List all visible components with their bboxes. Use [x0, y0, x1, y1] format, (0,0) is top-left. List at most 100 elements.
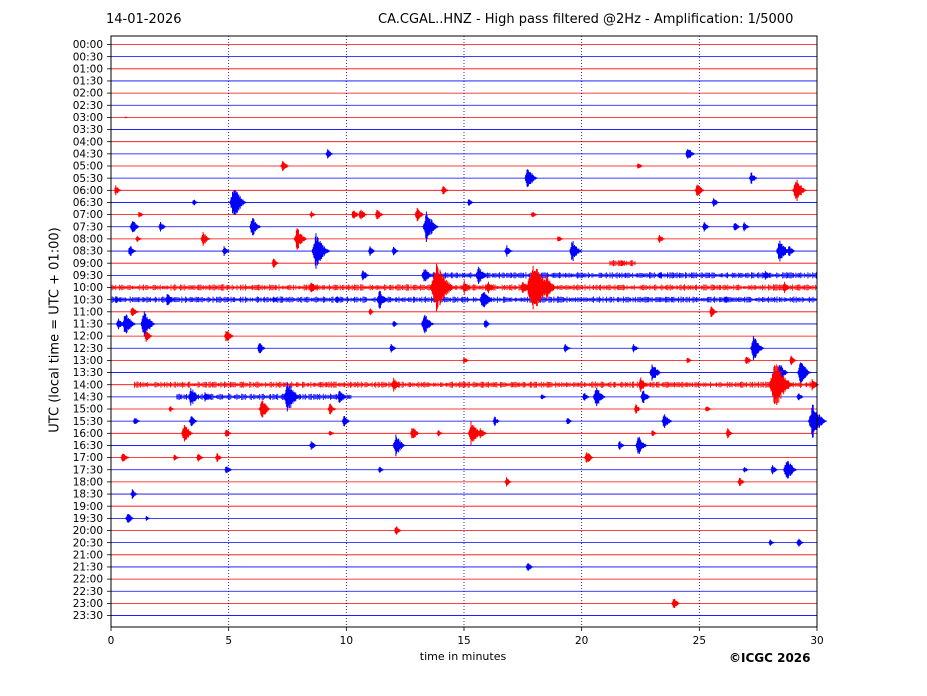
seismic-event: [631, 344, 641, 353]
seismic-event: [620, 260, 627, 266]
y-tick-label: 10:00: [73, 282, 103, 294]
seismic-event: [140, 311, 157, 337]
seismic-event: [308, 282, 319, 293]
seismic-event: [686, 357, 693, 363]
seismic-event: [391, 246, 401, 256]
seismic-event: [191, 199, 200, 206]
seismic-event: [796, 538, 806, 547]
seismic-event: [584, 452, 595, 463]
seismic-event: [711, 198, 721, 207]
seismic-event: [540, 394, 548, 400]
seismic-event: [181, 425, 194, 442]
seismic-event: [504, 477, 513, 487]
seismic-event: [360, 270, 371, 281]
seismic-event: [224, 331, 235, 342]
y-tick-label: 09:00: [73, 258, 103, 270]
seismic-event: [293, 228, 308, 250]
seismic-event: [478, 428, 488, 439]
seismic-event: [229, 190, 249, 215]
y-tick-label: 03:30: [73, 124, 103, 136]
seismic-event: [394, 526, 402, 535]
y-tick-label: 20:30: [73, 537, 103, 549]
seismic-event: [389, 344, 398, 353]
seismic-event: [391, 377, 402, 392]
y-tick-label: 10:30: [73, 294, 103, 306]
seismic-event: [635, 436, 649, 454]
seismic-event: [283, 382, 303, 412]
seismic-event: [467, 199, 475, 206]
seismic-event: [120, 453, 131, 462]
y-tick-label: 14:00: [73, 379, 103, 391]
seismic-event: [309, 441, 318, 450]
seismic-event: [556, 236, 564, 242]
x-tick-label: 0: [108, 635, 115, 647]
y-tick-label: 13:30: [73, 367, 103, 379]
seismic-event: [311, 233, 332, 269]
y-tick-label: 20:00: [73, 525, 103, 537]
seismic-event: [770, 465, 780, 475]
date-label: 14-01-2026: [106, 12, 182, 27]
seismic-event: [436, 430, 444, 437]
y-tick-label: 05:00: [73, 161, 103, 173]
seismic-event: [461, 280, 473, 295]
seismic-event: [525, 563, 535, 571]
y-tick-label: 17:00: [73, 452, 103, 464]
seismic-event: [414, 207, 425, 222]
y-tick-label: 22:00: [73, 574, 103, 586]
y-tick-label: 15:00: [73, 404, 103, 416]
y-tick-label: 00:00: [73, 39, 103, 51]
seismic-event: [121, 314, 138, 334]
seismic-event: [592, 387, 607, 407]
seismic-event: [563, 344, 573, 353]
seismic-event: [737, 477, 746, 486]
x-tick-label: 30: [810, 635, 823, 647]
y-tick-label: 06:30: [73, 197, 103, 209]
seismic-event: [483, 319, 493, 329]
seismic-event: [661, 414, 674, 428]
y-tick-label: 11:30: [73, 319, 103, 331]
seismic-event: [144, 330, 154, 342]
seismic-event: [368, 246, 377, 256]
y-tick-label: 18:30: [73, 489, 103, 501]
y-tick-label: 23:30: [73, 610, 103, 622]
seismic-event: [763, 270, 773, 280]
seismic-event: [224, 466, 234, 473]
seismic-event: [650, 430, 659, 437]
seismic-event: [222, 246, 231, 256]
y-tick-label: 07:00: [73, 209, 103, 221]
seismic-event: [475, 266, 489, 284]
seismic-event: [638, 377, 649, 392]
y-tick-label: 07:30: [73, 221, 103, 233]
seismic-event: [125, 514, 135, 523]
plot-frame: [110, 35, 818, 628]
seismic-event: [309, 211, 317, 218]
y-tick-label: 18:00: [73, 477, 103, 489]
x-tick-label: 20: [575, 635, 588, 647]
seismic-event: [422, 211, 441, 242]
seismic-event: [479, 292, 494, 308]
seismic-event: [376, 290, 390, 309]
seismic-event: [224, 430, 233, 437]
seismic-event: [358, 209, 368, 220]
seismic-event: [485, 281, 496, 294]
y-tick-label: 03:00: [73, 112, 103, 124]
seismic-event: [492, 416, 502, 426]
x-tick-label: 15: [457, 635, 470, 647]
seismic-event: [782, 281, 792, 294]
seismic-event: [723, 297, 731, 303]
seismic-event: [810, 379, 820, 391]
seismic-event: [634, 404, 642, 414]
seismic-event: [749, 172, 759, 184]
seismic-event: [196, 453, 205, 462]
seismic-event: [165, 294, 176, 306]
x-tick-label: 25: [693, 635, 706, 647]
seismic-event: [158, 222, 168, 232]
seismic-event: [130, 307, 140, 317]
y-tick-label: 19:00: [73, 501, 103, 513]
seismic-event: [768, 364, 796, 405]
y-tick-label: 01:00: [73, 63, 103, 75]
y-tick-label: 11:00: [73, 306, 103, 318]
seismic-event: [640, 390, 652, 403]
seismic-event: [807, 404, 828, 438]
